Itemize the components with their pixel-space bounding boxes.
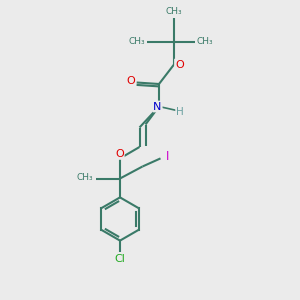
Text: CH₃: CH₃ [76,172,93,182]
Text: CH₃: CH₃ [196,38,213,46]
Text: CH₃: CH₃ [166,8,182,16]
Text: O: O [175,59,184,70]
Text: H: H [176,107,184,117]
Text: O: O [127,76,136,86]
Text: O: O [115,149,124,159]
Text: N: N [153,101,162,112]
Text: Cl: Cl [115,254,125,264]
Text: CH₃: CH₃ [129,38,146,46]
Text: I: I [166,150,169,164]
